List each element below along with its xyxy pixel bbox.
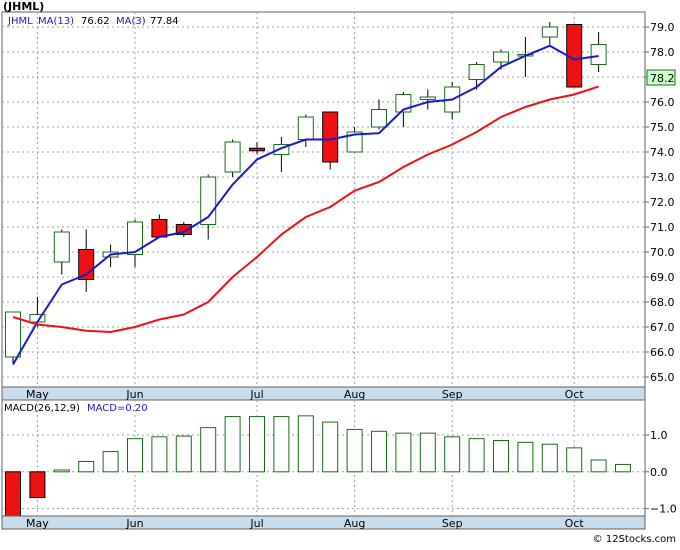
macd-x-axis-band [1, 515, 646, 530]
last-price-tag: 78.2 [646, 69, 676, 86]
macd-bar-positive [78, 460, 95, 473]
macd-bar-positive [127, 438, 143, 473]
price-y-tick-label: 70.0 [650, 246, 675, 259]
price-y-tick-label: 76.0 [650, 96, 675, 109]
macd-y-tick-label: 1.0 [650, 429, 668, 442]
macd-panel: −1.0 0.0 1.0 May Jun Jul Aug Sep Oct MACD(26,… [1, 399, 677, 530]
price-panel: 65.0 66.0 67.0 68.0 69.0 70.0 71.0 72.0 73.0 74.0… [1, 11, 676, 401]
macd-value-label: MACD=0.20 [87, 403, 148, 414]
price-y-tick-label: 67.0 [650, 321, 675, 334]
macd-bar-positive [444, 436, 461, 473]
candle-up [493, 51, 509, 63]
price-x-tick-labels: May Jun Jul Aug Sep Oct [26, 388, 584, 401]
macd-x-tick-label: Oct [565, 517, 585, 530]
macd-bar-positive [346, 428, 363, 473]
legend: JHML MA(13) 76.62 MA(3) 77.84 [7, 16, 179, 27]
price-y-tick-label: 66.0 [650, 346, 675, 359]
price-y-tick-label: 75.0 [650, 121, 675, 134]
last-price-box [646, 69, 676, 86]
price-x-tick-label: May [26, 388, 49, 401]
macd-bar-positive [566, 447, 583, 473]
candle-down [151, 219, 168, 238]
macd-bar-positive [419, 432, 436, 473]
macd-y-tick-label: 0.0 [650, 466, 668, 479]
macd-bar-positive [322, 421, 339, 473]
macd-bar-positive [273, 416, 290, 473]
price-y-tick-label: 79.0 [650, 21, 675, 34]
candle-up [419, 96, 436, 100]
moving-average-lines [12, 44, 599, 365]
candle-up [468, 64, 485, 80]
macd-bar-positive [249, 416, 265, 473]
candle-down [322, 111, 339, 163]
candle-up [346, 131, 363, 153]
macd-label: MACD(26,12,9) [4, 403, 80, 414]
macd-bar-positive [517, 441, 534, 473]
price-x-axis-band [1, 386, 646, 401]
macd-bar-positive [541, 443, 558, 473]
candle-up [371, 109, 387, 128]
price-y-tick-label: 73.0 [650, 171, 675, 184]
watermark: © 12Stocks.com [593, 534, 676, 545]
macd-bar-positive [615, 463, 631, 473]
legend-ma3-value: 77.84 [150, 16, 179, 27]
macd-x-tick-labels: May Jun Jul Aug Sep Oct [26, 517, 584, 530]
price-y-tick-label: 74.0 [650, 146, 675, 159]
macd-x-tick-label: Aug [344, 517, 365, 530]
macd-y-tick-labels: −1.0 0.0 1.0 [645, 429, 677, 516]
price-y-tick-label: 65.0 [650, 371, 675, 384]
candle-up [224, 141, 241, 173]
ma13-line [12, 44, 599, 365]
price-y-tick-label: 69.0 [650, 271, 675, 284]
candle-up [297, 116, 314, 140]
macd-bar-positive [395, 432, 412, 473]
macd-bar-positive [297, 415, 314, 473]
candle-down [249, 147, 265, 152]
macd-bar-positive [151, 436, 168, 473]
macd-bar-positive [102, 451, 119, 473]
legend-ma13-value: 76.62 [81, 16, 110, 27]
legend-series-jhml: JHML [7, 16, 33, 27]
macd-bar-negative [29, 471, 46, 499]
candle-down [175, 224, 192, 235]
legend-ma13-label: MA(13) [38, 16, 74, 27]
price-y-tick-label: 68.0 [650, 296, 675, 309]
price-x-tick-label: Jun [125, 388, 143, 401]
macd-bars [5, 415, 631, 517]
price-x-tick-label: Oct [565, 388, 585, 401]
macd-x-tick-label: May [26, 517, 49, 530]
macd-bar-positive [590, 459, 607, 473]
macd-bar-positive [371, 430, 387, 473]
macd-y-tick-label: −1.0 [650, 503, 677, 516]
price-x-tick-label: Sep [442, 388, 463, 401]
candle-up [590, 44, 607, 65]
ticker-title: (JHML) [3, 0, 44, 13]
candle-up [53, 231, 70, 263]
macd-bar-positive [200, 427, 217, 473]
ma3-line [12, 85, 599, 334]
candle-up [127, 221, 143, 255]
last-price-label: 78.2 [650, 72, 675, 85]
candle-up [5, 311, 21, 358]
macd-bar-positive [468, 438, 485, 473]
price-x-tick-label: Aug [344, 388, 365, 401]
candle-up [541, 26, 558, 38]
price-y-tick-label: 72.0 [650, 196, 675, 209]
macd-x-tick-label: Sep [442, 517, 463, 530]
legend-ma3-label: MA(3) [116, 16, 146, 27]
macd-bar-negative [5, 471, 21, 517]
macd-bar-positive [224, 416, 241, 473]
price-y-tick-label: 78.0 [650, 46, 675, 59]
macd-bar-positive [175, 435, 192, 473]
macd-x-tick-label: Jun [125, 517, 143, 530]
price-x-tick-label: Jul [249, 388, 263, 401]
macd-bar-positive [53, 469, 70, 473]
macd-x-tick-label: Jul [249, 517, 263, 530]
macd-bar-positive [493, 440, 509, 473]
price-y-tick-label: 71.0 [650, 221, 675, 234]
candle-up [273, 144, 290, 155]
